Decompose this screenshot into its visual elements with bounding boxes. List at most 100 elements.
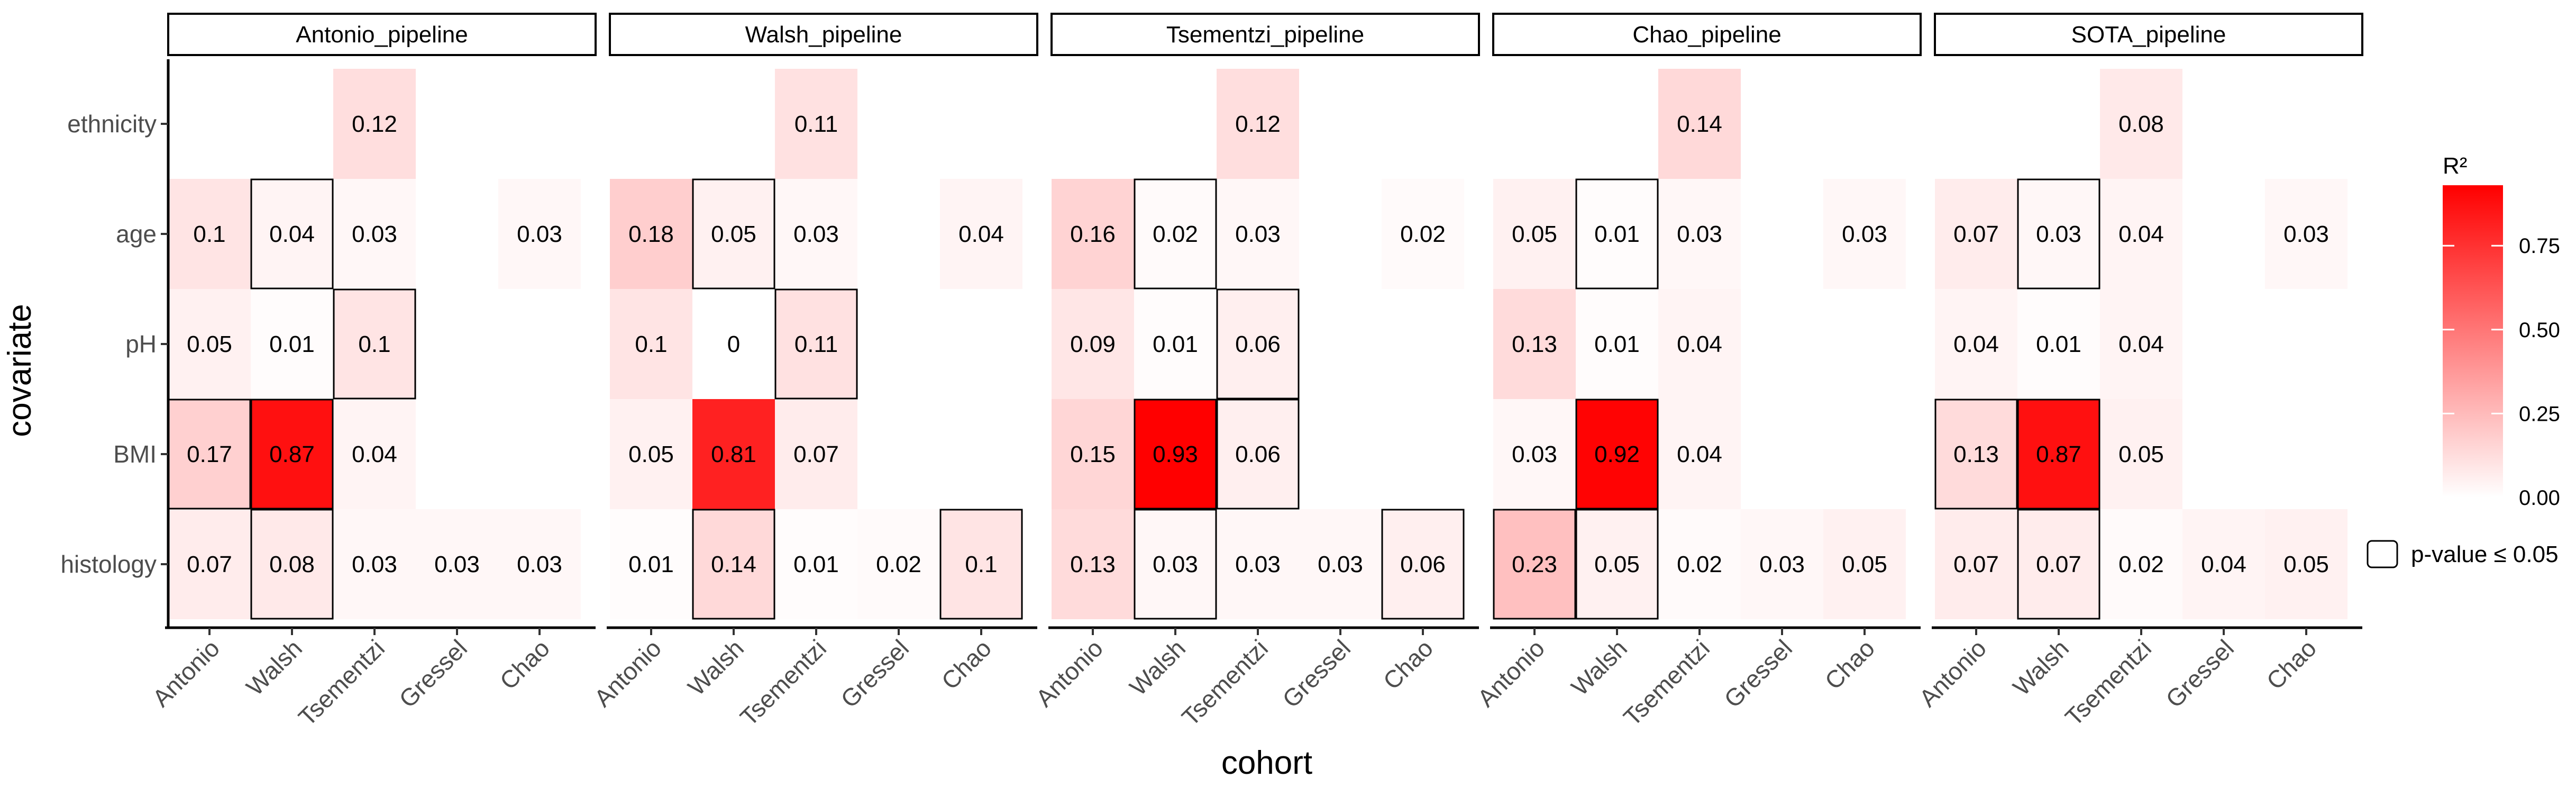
x-tick-label: Walsh [1124,634,1191,701]
heatmap-cell [2017,509,2100,619]
cell-value-label: 0.02 [1153,221,1198,247]
cell-value-label: 0.15 [1070,441,1116,467]
legend-key [2367,540,2398,568]
tiles [1935,69,2347,619]
cell-value-label: 0.1 [358,331,390,357]
significance-outline [250,509,334,620]
heatmap-cell [251,179,333,289]
heatmap-cell [1217,179,1299,289]
heatmap-cell [610,399,692,509]
heatmap-cell [610,509,692,619]
cell-value-label: 0.04 [2118,221,2164,247]
heatmap-cell [333,179,416,289]
cell-value-label: 0.14 [711,551,756,577]
cell-value-label: 0.1 [635,331,667,357]
heatmap-cell [1658,399,1741,509]
cell-value-label: 0.07 [1953,551,1999,577]
cell-value-label: 0.04 [1953,331,1999,357]
cell-value-label: 0.07 [1953,221,1999,247]
heatmap-cell [498,179,581,289]
colorbar-tick-label: 0.25 [2519,402,2560,426]
tile-labels: 0.12 0.1 0.04 0.03 0.03 0.05 0.01 0.1 0.17 0.87 0.… [187,111,562,577]
x-tick-label: Gressel [1719,634,1797,713]
cell-value-label: 0.07 [793,441,839,467]
y-tick-label: age [116,220,157,248]
heatmap-cell [1741,509,1823,619]
cell-value-label: 0.03 [2283,221,2329,247]
x-tick-label: Chao [1378,634,1439,695]
significance-outline [1575,178,1659,290]
heatmap-cell [168,289,251,399]
y-tick-label: BMI [113,440,157,468]
heatmap-cell [1493,509,1576,619]
heatmap-cell [2100,509,2182,619]
heatmap-cell [2182,509,2265,619]
cell-value-label: 0.08 [2118,111,2164,137]
cell-value-label: 0.03 [1235,551,1281,577]
colorbar-tick-label: 0.00 [2519,486,2560,510]
cell-value-label: 0.04 [269,221,315,247]
heatmap-cell [1134,289,1217,399]
heatmap-cell [168,399,251,509]
significance-outlines [692,178,1023,620]
cell-value-label: 0.01 [1153,331,1198,357]
tile-labels: 0.08 0.07 0.03 0.04 0.03 0.04 0.01 0.04 0.13 0.87… [1953,111,2329,577]
x-tick-label: Walsh [1566,634,1632,701]
cell-value-label: 0.02 [1677,551,1722,577]
cell-value-label: 0.03 [517,551,562,577]
cell-value-label: 0.05 [187,331,232,357]
tiles [1052,69,1464,619]
cell-value-label: 0.17 [187,441,232,467]
heatmap-cell [2017,289,2100,399]
facet-strip [167,13,597,56]
cell-value-label: 0.14 [1677,111,1722,137]
tiles [610,69,1022,619]
cell-value-label: 0.11 [794,331,838,357]
heatmap-cell [692,509,775,619]
colorbar: R² 0.00 0.25 0.50 0.75 [2443,153,2560,510]
heatmap-cell [1052,399,1134,509]
heatmap-cell [1823,179,1906,289]
heatmap-cell [1935,179,2017,289]
cell-value-label: 0.03 [1235,221,1281,247]
heatmap-cell [1217,399,1299,509]
tiles [168,69,581,619]
cell-value-label: 0.03 [1677,221,1722,247]
heatmap-cell [1493,289,1576,399]
cell-value-label: 0.01 [2036,331,2081,357]
cell-value-label: 0.81 [711,441,756,467]
cell-value-label: 0.12 [352,111,397,137]
heatmap-cell [2100,289,2182,399]
cell-value-label: 0.03 [1318,551,1363,577]
significance-outline [1381,509,1465,620]
heatmap-cell [940,509,1022,619]
heatmap-cell [1134,399,1217,509]
heatmap-cell [168,509,251,619]
facet-Chao_pipeline: Chao_pipeline 0.14 0.05 0.01 0.03 0.03 0.13 0.0… [1472,13,1922,731]
heatmap-cell [1134,179,1217,289]
heatmap-cell [2265,179,2347,289]
facet-strip [1051,13,1480,56]
heatmap-cell [333,69,416,179]
heatmap-cell [498,509,581,619]
legend-label: p-value ≤ 0.05 [2411,541,2559,567]
significance-outlines [1134,178,1465,620]
cell-value-label: 0.13 [1070,551,1116,577]
heatmap-cell [775,69,857,179]
y-axis: ethnicity age pH BMI histology [60,59,170,629]
heatmap-cell [1052,179,1134,289]
heatmap-cell [2100,69,2182,179]
cell-value-label: 0.04 [352,441,397,467]
cell-value-label: 0.03 [352,551,397,577]
cell-value-label: 0.07 [187,551,232,577]
heatmap-cell [692,399,775,509]
cell-value-label: 0.05 [1594,551,1640,577]
heatmap-cell [2265,509,2347,619]
cell-value-label: 0.23 [1512,551,1557,577]
significance-outline [2017,509,2100,620]
x-tick-label: Gressel [835,634,914,713]
heatmap-cell [2100,399,2182,509]
x-tick-label: Antonio [147,634,225,712]
